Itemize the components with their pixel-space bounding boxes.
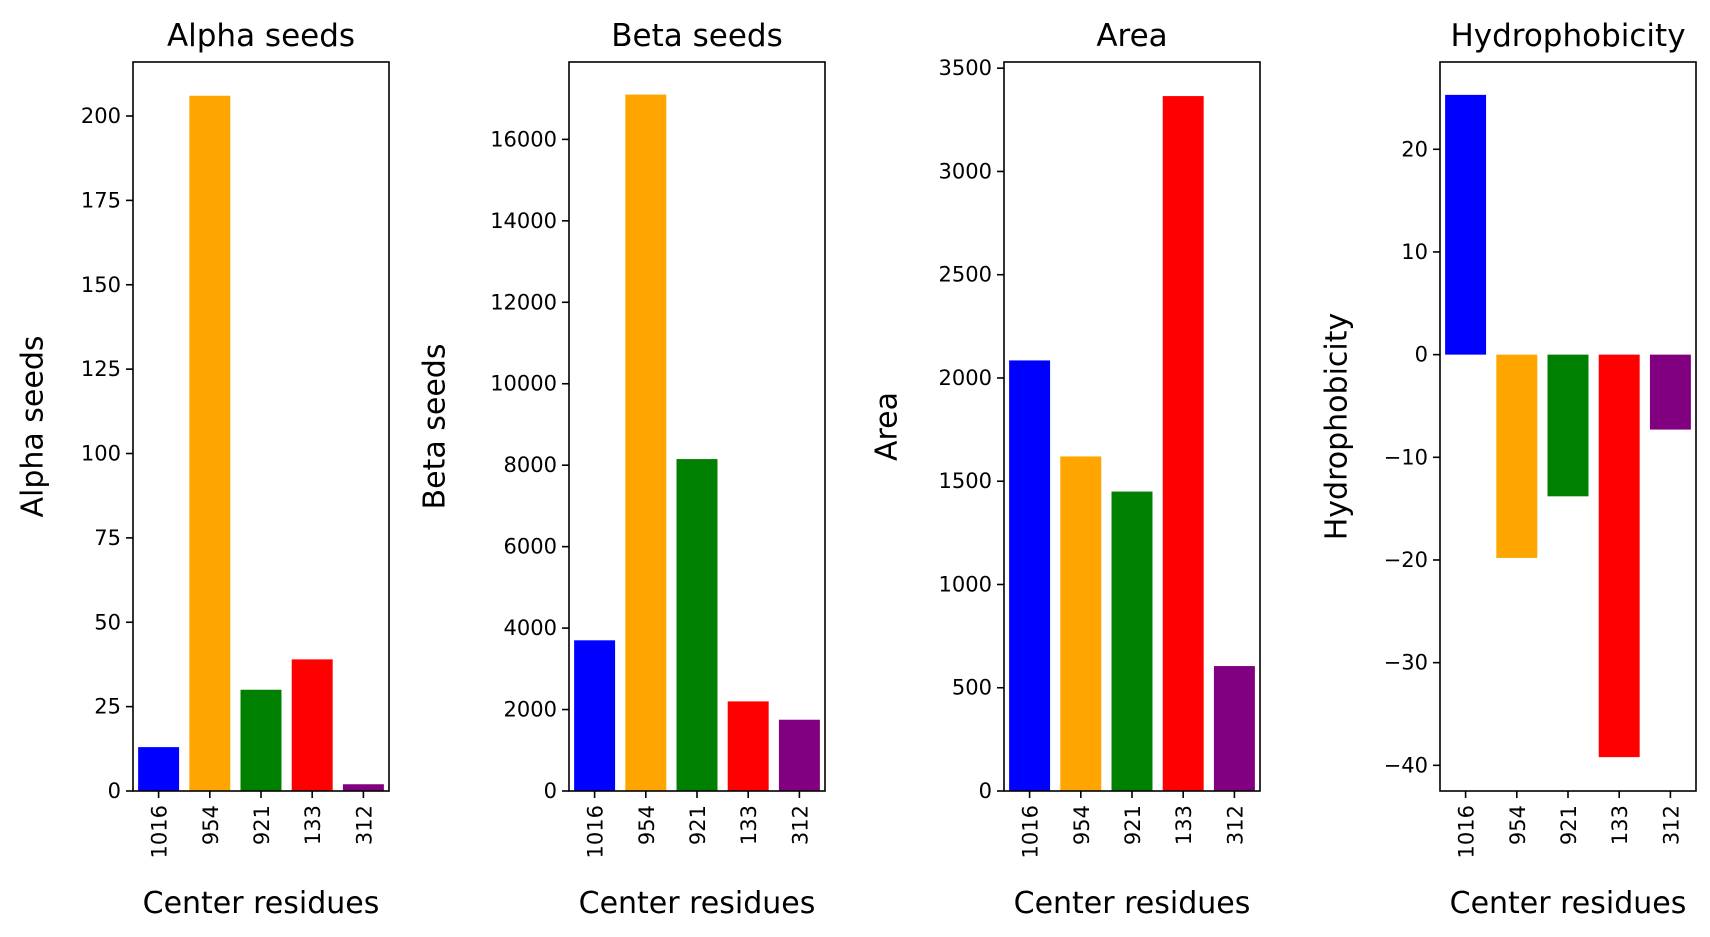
x-axis-label: Center residues <box>579 886 816 921</box>
x-tick-label: 312 <box>788 805 812 845</box>
y-tick-label: 25 <box>94 695 121 719</box>
y-tick-label: 10000 <box>490 372 557 396</box>
y-tick-label: 3000 <box>939 159 992 183</box>
x-tick-label: 312 <box>352 805 376 845</box>
bar-1016 <box>574 640 616 791</box>
bar-312 <box>1213 666 1255 791</box>
y-tick-label: 125 <box>81 357 121 381</box>
bar-133 <box>727 701 769 791</box>
area-panel: Area Area Center residues 0 500 1000 1500 20… <box>870 18 1261 921</box>
x-tick-label: 312 <box>1659 805 1683 845</box>
y-tick-label: 14000 <box>490 209 557 233</box>
y-tick-label: 50 <box>94 610 121 634</box>
y-tick-label: −30 <box>1384 651 1428 675</box>
y-tick-label: 100 <box>81 442 121 466</box>
y-tick-label: 2500 <box>939 263 992 287</box>
panel-title: Hydrophobicity <box>1450 18 1685 54</box>
bar-312 <box>342 784 384 791</box>
x-tick-label: 133 <box>1172 805 1196 845</box>
y-tick-label: 2000 <box>504 698 557 722</box>
y-tick-label: 8000 <box>504 453 557 477</box>
y-tick-label: 10 <box>1401 240 1428 264</box>
bar-312 <box>1649 354 1691 430</box>
y-tick-label: 4000 <box>504 616 557 640</box>
x-tick-label: 1016 <box>1019 805 1043 858</box>
y-axis-label: Alpha seeds <box>16 335 51 517</box>
bar-1016 <box>1445 94 1487 355</box>
bar-133 <box>1598 354 1640 758</box>
y-tick-label: −40 <box>1384 753 1428 777</box>
x-tick-label: 921 <box>1557 805 1581 845</box>
y-tick-label: −20 <box>1384 548 1428 572</box>
y-tick-label: 150 <box>81 273 121 297</box>
hydrophobicity-panel: Hydrophobicity Hydrophobicity Center res… <box>1320 18 1697 921</box>
y-tick-label: 20 <box>1401 137 1428 161</box>
beta-seeds-panel: Beta seeds Beta seeds Center residues 0 2… <box>418 18 826 921</box>
bar-954 <box>1060 456 1102 791</box>
y-tick-label: 2000 <box>939 366 992 390</box>
bar-954 <box>625 94 667 791</box>
y-tick-label: 6000 <box>504 535 557 559</box>
x-tick-label: 1016 <box>1455 805 1479 858</box>
y-tick-label: 3500 <box>939 56 992 80</box>
x-tick-label: 921 <box>686 805 710 845</box>
bar-954 <box>1496 354 1538 558</box>
x-tick-label: 312 <box>1223 805 1247 845</box>
bar-921 <box>1111 491 1153 791</box>
x-tick-label: 921 <box>1121 805 1145 845</box>
bar-921 <box>676 459 718 791</box>
x-tick-label: 954 <box>199 805 223 845</box>
y-tick-label: 0 <box>544 779 557 803</box>
y-axis-label: Beta seeds <box>418 344 453 510</box>
x-tick-label: 954 <box>1506 805 1530 845</box>
plot-frame <box>132 61 390 792</box>
y-tick-label: 16000 <box>490 127 557 151</box>
y-tick-label: −10 <box>1384 445 1428 469</box>
bar-133 <box>1162 96 1204 791</box>
x-tick-label: 133 <box>301 805 325 845</box>
y-tick-label: 0 <box>108 779 121 803</box>
bar-954 <box>189 95 231 791</box>
y-tick-label: 0 <box>979 779 992 803</box>
x-tick-label: 954 <box>635 805 659 845</box>
bar-133 <box>291 659 333 792</box>
x-axis-label: Center residues <box>1014 886 1251 921</box>
x-tick-label: 133 <box>1608 805 1632 845</box>
x-tick-label: 133 <box>737 805 761 845</box>
x-tick-label: 1016 <box>584 805 608 858</box>
bar-1016 <box>1009 360 1051 791</box>
bar-921 <box>1547 354 1589 497</box>
alpha-seeds-panel: Alpha seeds Alpha seeds Center residues … <box>16 18 390 921</box>
panel-title: Area <box>1096 18 1167 54</box>
bar-1016 <box>138 747 180 792</box>
panel-title: Alpha seeds <box>167 18 355 54</box>
bar-312 <box>778 719 820 791</box>
panel-title: Beta seeds <box>611 18 782 54</box>
y-tick-label: 75 <box>94 526 121 550</box>
y-axis-label: Hydrophobicity <box>1320 313 1355 541</box>
y-tick-label: 500 <box>952 676 992 700</box>
x-tick-label: 921 <box>250 805 274 845</box>
bar-921 <box>240 689 282 791</box>
y-tick-label: 0 <box>1415 343 1428 367</box>
y-tick-label: 1500 <box>939 469 992 493</box>
x-axis-label: Center residues <box>1450 886 1687 921</box>
x-tick-label: 1016 <box>148 805 172 858</box>
x-axis-label: Center residues <box>143 886 380 921</box>
y-tick-label: 200 <box>81 104 121 128</box>
x-tick-label: 954 <box>1070 805 1094 845</box>
y-tick-label: 1000 <box>939 572 992 596</box>
y-tick-label: 175 <box>81 188 121 212</box>
y-tick-label: 12000 <box>490 290 557 314</box>
y-axis-label: Area <box>870 392 905 461</box>
